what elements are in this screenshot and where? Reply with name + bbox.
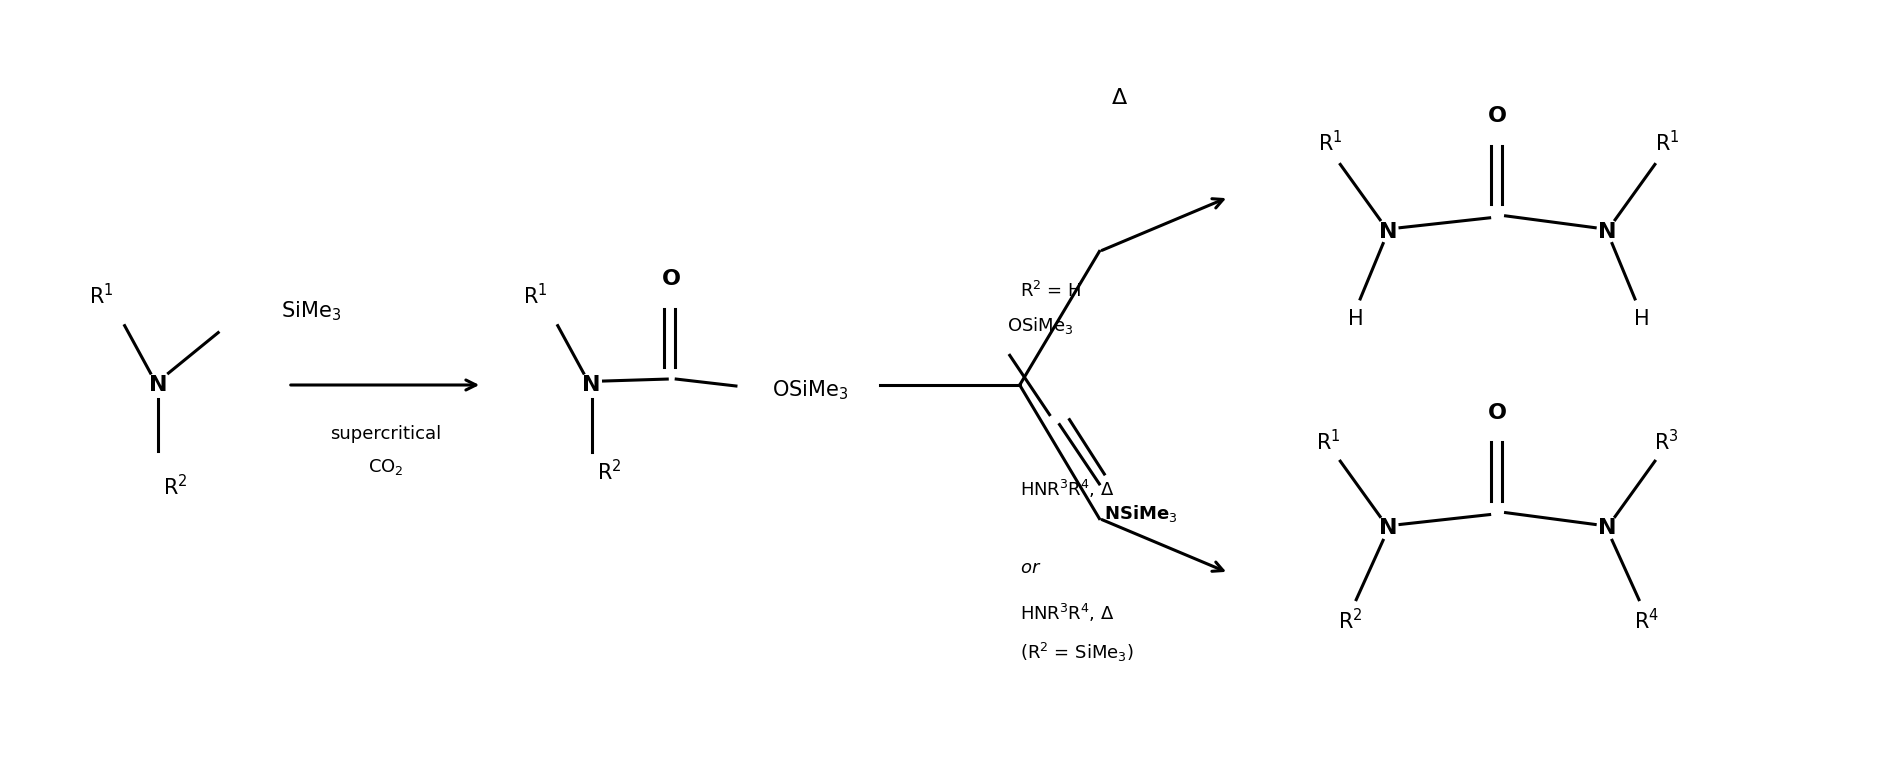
Text: O: O [1488, 106, 1507, 126]
Text: N: N [150, 375, 167, 395]
Text: HNR$^3$R$^4$, Δ: HNR$^3$R$^4$, Δ [1019, 601, 1114, 624]
Text: CO$_2$: CO$_2$ [367, 457, 403, 477]
Text: supercritical: supercritical [331, 426, 441, 444]
Text: R$^3$: R$^3$ [1654, 429, 1679, 454]
Text: $or$: $or$ [1019, 559, 1042, 577]
Text: O: O [1488, 403, 1507, 423]
Text: Δ: Δ [1112, 88, 1127, 108]
Text: HNR$^3$R$^4$, Δ: HNR$^3$R$^4$, Δ [1019, 478, 1114, 500]
Text: R$^1$: R$^1$ [1654, 130, 1679, 156]
Text: R$^2$: R$^2$ [163, 474, 188, 500]
Text: R$^1$: R$^1$ [1315, 429, 1340, 454]
Text: R$^1$: R$^1$ [89, 283, 114, 309]
Text: N: N [1599, 222, 1616, 242]
Text: N: N [1599, 518, 1616, 538]
Text: R$^2$: R$^2$ [597, 460, 622, 484]
Text: R$^2$: R$^2$ [1338, 608, 1363, 633]
Text: N: N [1378, 518, 1397, 538]
Text: NSiMe$_3$: NSiMe$_3$ [1104, 503, 1179, 524]
Text: R$^2$ = H: R$^2$ = H [1019, 281, 1082, 301]
Text: R$^1$: R$^1$ [523, 283, 547, 309]
Text: O: O [662, 270, 681, 290]
Text: N: N [1378, 222, 1397, 242]
Text: SiMe$_3$: SiMe$_3$ [281, 299, 340, 323]
Text: R$^1$: R$^1$ [1317, 130, 1342, 156]
Text: H: H [1635, 309, 1650, 329]
Text: OSiMe$_3$: OSiMe$_3$ [1008, 315, 1072, 336]
Text: N: N [582, 375, 601, 395]
Text: (R$^2$ = SiMe$_3$): (R$^2$ = SiMe$_3$) [1019, 641, 1133, 664]
Text: H: H [1348, 309, 1365, 329]
Text: OSiMe$_3$: OSiMe$_3$ [772, 378, 850, 402]
Text: R$^4$: R$^4$ [1635, 608, 1660, 633]
